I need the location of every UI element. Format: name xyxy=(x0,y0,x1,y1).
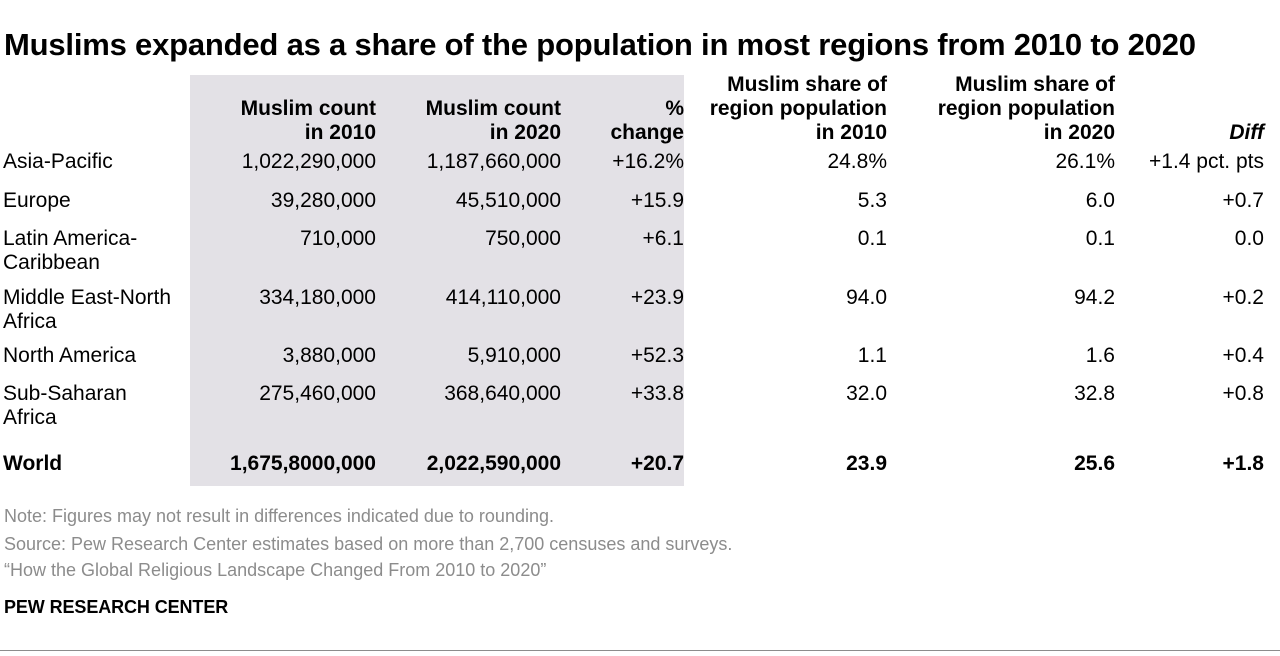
cell-count-2010: 334,180,000 xyxy=(259,286,376,309)
footnote-source: Source: Pew Research Center estimates ba… xyxy=(4,534,733,554)
cell-share-2020: 1.6 xyxy=(1085,344,1115,367)
total-cell-share-2020: 25.6 xyxy=(1074,452,1115,475)
cell-share-2020: 0.1 xyxy=(1085,227,1115,250)
cell-share-2010: 24.8% xyxy=(827,150,887,173)
row-label-line: Sub-Saharan xyxy=(3,382,127,405)
column-header-diff: Diff xyxy=(1229,121,1264,145)
cell-share-2020: 26.1% xyxy=(1055,150,1115,173)
cell-pct-change: +33.8 xyxy=(630,382,684,405)
column-header-line: region population xyxy=(937,97,1115,120)
column-header-line: Diff xyxy=(1229,121,1264,144)
cell-count-2020: 414,110,000 xyxy=(445,286,561,309)
cell-count-2010: 3,880,000 xyxy=(282,344,376,367)
column-header-line: in 2020 xyxy=(1043,121,1115,144)
column-header-line: in 2020 xyxy=(489,121,561,144)
footnote-note: Note: Figures may not result in differen… xyxy=(4,506,554,526)
cell-share-2010: 0.1 xyxy=(857,227,887,250)
bottom-rule xyxy=(0,650,1280,651)
row-label: Sub-Saharan Africa xyxy=(3,382,193,430)
cell-pct-change: +15.9 xyxy=(630,189,684,212)
chart-title: Muslims expanded as a share of the popul… xyxy=(4,27,1196,62)
cell-diff: +0.4 xyxy=(1222,344,1264,367)
total-cell-count-2010: 1,675,8000,000 xyxy=(230,452,376,475)
row-label-line: Latin America- xyxy=(3,227,138,250)
row-label-line: Africa xyxy=(3,310,57,333)
row-label: North America xyxy=(3,344,193,368)
column-header-share-2010: Muslim share of region population in 2010 xyxy=(710,73,887,145)
cell-count-2020: 368,640,000 xyxy=(444,382,561,405)
cell-pct-change: +23.9 xyxy=(630,286,684,309)
column-header-count-2020: Muslim count in 2020 xyxy=(426,97,561,145)
cell-count-2020: 45,510,000 xyxy=(455,189,561,212)
cell-pct-change: +52.3 xyxy=(630,344,684,367)
row-label-line: Europe xyxy=(3,189,71,212)
column-header-line: Muslim count xyxy=(240,97,376,120)
cell-diff: +0.7 xyxy=(1222,189,1264,212)
row-label-line: Asia-Pacific xyxy=(3,150,113,173)
cell-pct-change: +6.1 xyxy=(642,227,684,250)
cell-count-2010: 1,022,290,000 xyxy=(241,150,376,173)
row-label: Europe xyxy=(3,189,193,213)
column-header-line: in 2010 xyxy=(304,121,376,144)
column-header-count-2010: Muslim count in 2010 xyxy=(241,97,376,145)
row-label-line: North America xyxy=(3,344,137,367)
cell-count-2010: 710,000 xyxy=(300,227,376,250)
cell-diff: 0.0 xyxy=(1234,227,1264,250)
row-label-line: Middle East-North xyxy=(3,286,172,309)
cell-count-2020: 1,187,660,000 xyxy=(426,150,561,173)
cell-count-2010: 39,280,000 xyxy=(270,189,376,212)
row-label-line: Africa xyxy=(3,406,57,429)
cell-count-2020: 750,000 xyxy=(485,227,561,250)
cell-diff: +1.4 pct. pts xyxy=(1149,150,1264,173)
row-label: Middle East-North Africa xyxy=(3,286,193,334)
column-header-line: % xyxy=(665,97,684,120)
column-header-line: region population xyxy=(709,97,887,120)
cell-share-2010: 5.3 xyxy=(857,189,887,212)
column-header-line: change xyxy=(610,121,684,144)
cell-count-2020: 5,910,000 xyxy=(467,344,561,367)
cell-share-2010: 32.0 xyxy=(846,382,887,405)
cell-diff: +0.8 xyxy=(1222,382,1264,405)
cell-share-2020: 32.8 xyxy=(1074,382,1115,405)
cell-share-2010: 1.1 xyxy=(857,344,887,367)
row-label: Latin America- Caribbean xyxy=(3,227,193,275)
column-header-line: in 2010 xyxy=(815,121,887,144)
cell-pct-change: +16.2% xyxy=(612,150,684,173)
highlight-band xyxy=(190,75,684,486)
column-header-line: Muslim count xyxy=(425,97,561,120)
column-header-line: Muslim share of xyxy=(955,73,1115,96)
column-header-line: Muslim share of xyxy=(727,73,887,96)
brand-logo-text: PEW RESEARCH CENTER xyxy=(4,597,229,617)
row-label: Asia-Pacific xyxy=(3,150,193,174)
cell-share-2020: 6.0 xyxy=(1085,189,1115,212)
cell-diff: +0.2 xyxy=(1222,286,1264,309)
footnote-report: “How the Global Religious Landscape Chan… xyxy=(4,560,547,580)
total-cell-share-2010: 23.9 xyxy=(846,452,887,475)
total-cell-pct-change: +20.7 xyxy=(630,452,684,475)
cell-count-2010: 275,460,000 xyxy=(259,382,376,405)
cell-share-2010: 94.0 xyxy=(846,286,887,309)
total-row-label: World xyxy=(3,452,63,475)
total-cell-diff: +1.8 xyxy=(1222,452,1264,475)
column-header-share-2020: Muslim share of region population in 2020 xyxy=(938,73,1115,145)
column-header-pct-change: % change xyxy=(610,97,684,145)
row-label-line: Caribbean xyxy=(3,251,100,274)
cell-share-2020: 94.2 xyxy=(1074,286,1115,309)
total-cell-count-2020: 2,022,590,000 xyxy=(426,452,561,475)
